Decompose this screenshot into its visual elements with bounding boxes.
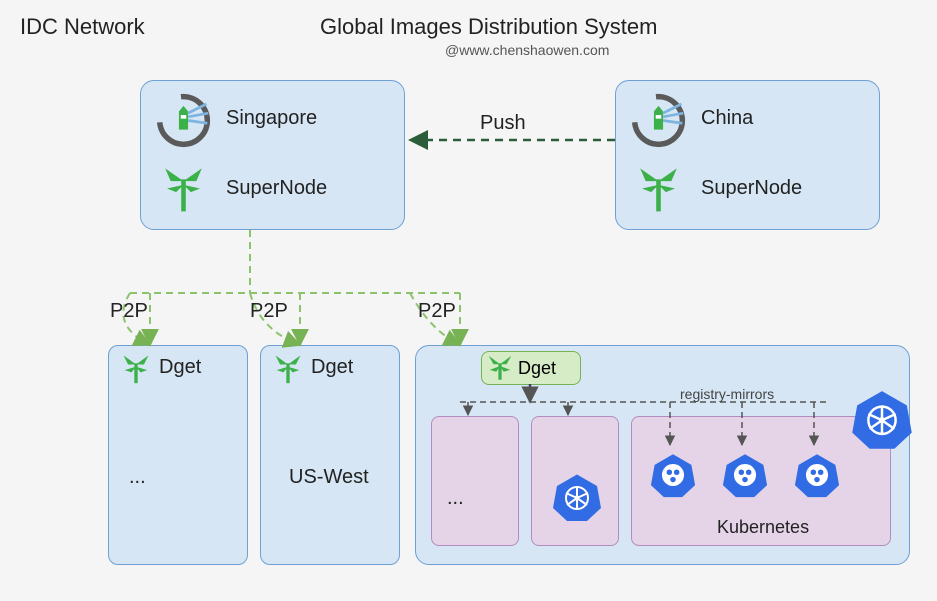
- dragonfly-icon: [156, 161, 211, 221]
- edge-p2p-3-label: P2P: [418, 300, 456, 323]
- node-dget-1: Dget ...: [108, 345, 248, 565]
- page-subtitle: @www.chenshaowen.com: [445, 42, 609, 58]
- kubernetes-icon: [552, 472, 602, 527]
- node-dget-2: Dget US-West: [260, 345, 400, 565]
- dragonfly-icon: [631, 161, 686, 221]
- pod-icon: [650, 452, 696, 503]
- node-singapore: Singapore SuperNode: [140, 80, 405, 230]
- harbor-icon: [156, 93, 211, 153]
- node-dget-3-pill: Dget: [481, 351, 581, 385]
- singapore-region-label: Singapore: [226, 107, 317, 130]
- dget2-label: Dget: [311, 356, 353, 379]
- pod-icon: [722, 452, 768, 503]
- china-region-label: China: [701, 107, 753, 130]
- kubernetes-label: Kubernetes: [717, 517, 809, 538]
- purple1-body: ...: [447, 487, 464, 510]
- corner-label: IDC Network: [20, 14, 145, 40]
- pod-icon: [794, 452, 840, 503]
- edge-p2p-2-label: P2P: [250, 300, 288, 323]
- china-component-label: SuperNode: [701, 177, 802, 200]
- dragonfly-icon: [119, 352, 153, 391]
- kubernetes-icon: [851, 388, 913, 455]
- dget3-label: Dget: [518, 358, 556, 379]
- page-title: Global Images Distribution System: [320, 14, 657, 40]
- node-china: China SuperNode: [615, 80, 880, 230]
- purple-box-2: [531, 416, 619, 546]
- dget1-body: ...: [129, 466, 146, 489]
- edge-push-label: Push: [480, 112, 526, 135]
- dget1-label: Dget: [159, 356, 201, 379]
- purple-box-1: ...: [431, 416, 519, 546]
- dget2-body: US-West: [289, 466, 369, 489]
- singapore-component-label: SuperNode: [226, 177, 327, 200]
- dragonfly-icon: [271, 352, 305, 391]
- harbor-icon: [631, 93, 686, 153]
- dragonfly-icon: [486, 354, 514, 387]
- edge-p2p-1-label: P2P: [110, 300, 148, 323]
- diagram-canvas: IDC Network Global Images Distribution S…: [0, 0, 937, 601]
- edge-registry-mirrors-label: registry-mirrors: [680, 386, 774, 402]
- node-k8s-container: Dget ...: [415, 345, 910, 565]
